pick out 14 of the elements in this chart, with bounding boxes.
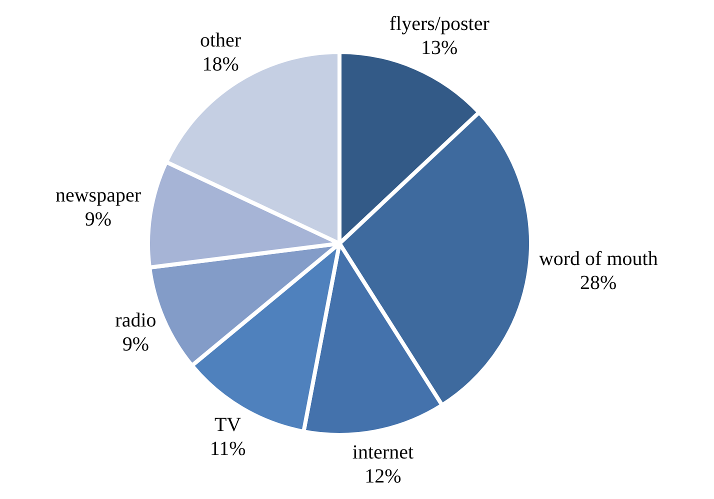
slice-label: newspaper (55, 184, 142, 206)
slice-label: internet (352, 441, 414, 464)
data-label: 11% (210, 438, 246, 460)
data-label: 9% (122, 333, 150, 356)
slice-label: radio (115, 309, 156, 332)
slice-label: other (200, 29, 242, 52)
slice-label: TV (214, 414, 242, 436)
slice-label: flyers/poster (389, 12, 490, 35)
data-label: 28% (580, 272, 617, 294)
data-label: 18% (202, 53, 239, 76)
data-label: 12% (364, 465, 402, 488)
slice-label: word of mouth (538, 248, 658, 270)
data-label: 9% (84, 208, 112, 230)
data-label: 13% (421, 36, 458, 59)
